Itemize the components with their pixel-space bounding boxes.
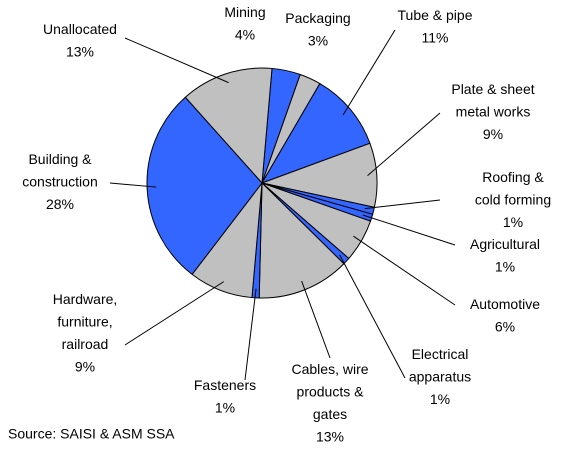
label-line: Unallocated (43, 21, 117, 37)
value-label: 9% (483, 126, 503, 142)
pie-slice (260, 82, 371, 184)
leader-line (364, 199, 441, 210)
leader-line (353, 235, 456, 306)
slice-label: Agricultural 1% (470, 236, 540, 275)
leader-line (339, 254, 406, 379)
label-line: Building & (28, 151, 92, 167)
slice-label: Building & construction 28% (22, 151, 97, 212)
label-line: Fasteners (194, 377, 256, 393)
slice-label: Hardware, furniture, railroad 9% (53, 291, 118, 375)
slice-label: Mining 4% (224, 4, 265, 43)
label-line: construction (22, 173, 97, 189)
value-label: 4% (235, 26, 255, 42)
label-line: Tube & pipe (398, 7, 473, 23)
label-line: railroad (62, 336, 109, 352)
value-label: 28% (46, 196, 74, 212)
slice-label: Automotive 6% (470, 296, 540, 335)
source-note: Source: SAISI & ASM SSA (8, 426, 175, 442)
label-line: apparatus (409, 368, 471, 384)
slice-label: Roofing & cold forming 1% (475, 169, 551, 230)
value-label: 1% (430, 391, 450, 407)
label-line: cold forming (475, 191, 551, 207)
leader-line (124, 281, 225, 346)
leader-line (301, 280, 331, 359)
leader-line (362, 214, 456, 246)
slice-label: Packaging 3% (285, 10, 350, 49)
label-line: Packaging (285, 10, 350, 26)
leader-line (367, 112, 441, 176)
label-line: furniture, (57, 313, 112, 329)
pie-slice (146, 96, 263, 276)
value-label: 13% (316, 428, 344, 444)
value-label: 1% (215, 399, 235, 415)
label-line: Roofing & (482, 169, 544, 185)
value-label: 1% (503, 214, 523, 230)
slice-label: Fasteners 1% (194, 377, 256, 416)
label-line: Electrical (412, 346, 469, 362)
leader-line (109, 182, 157, 188)
slice-label: Tube & pipe 11% (398, 7, 473, 46)
pie-slice (184, 67, 273, 185)
label-line: Agricultural (470, 236, 540, 252)
leader-line (124, 37, 229, 84)
label-line: metal works (456, 103, 531, 119)
value-label: 13% (66, 43, 94, 59)
slice-label: Cables, wire products & gates 13% (291, 361, 368, 445)
label-line: Hardware, (53, 291, 118, 307)
label-line: Automotive (470, 296, 540, 312)
value-label: 1% (495, 258, 515, 274)
leader-line (244, 288, 257, 381)
value-label: 11% (422, 29, 449, 45)
slice-label: Unallocated 13% (43, 21, 117, 60)
label-line: Cables, wire (291, 361, 368, 377)
slice-label: Plate & sheet metal works 9% (451, 81, 534, 142)
value-label: 9% (75, 358, 95, 374)
leader-line (342, 29, 396, 116)
label-line: gates (313, 406, 347, 422)
label-line: Mining (224, 4, 265, 20)
slice-label: Electrical apparatus 1% (409, 346, 471, 407)
label-line: products & (297, 383, 365, 399)
value-label: 6% (495, 318, 515, 334)
value-label: 3% (308, 32, 328, 48)
label-line: Plate & sheet (451, 81, 534, 97)
